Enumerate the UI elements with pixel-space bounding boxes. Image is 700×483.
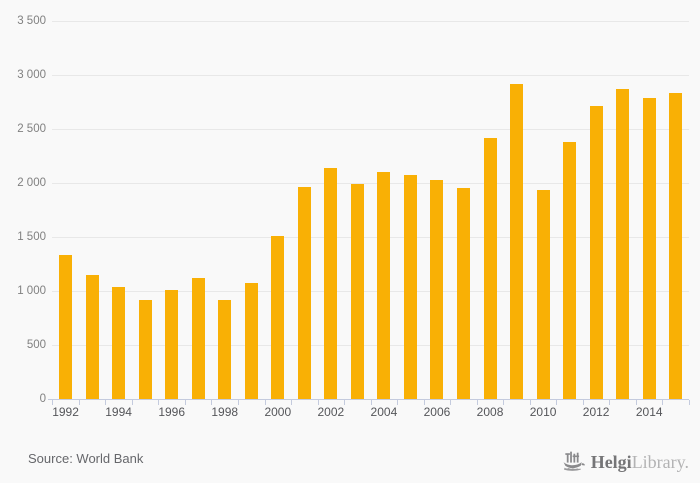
x-axis-tick bbox=[158, 400, 160, 405]
bar-1992[interactable] bbox=[59, 254, 73, 399]
bar-2015[interactable] bbox=[669, 92, 683, 399]
x-axis-tick bbox=[238, 400, 239, 405]
bar-1999[interactable] bbox=[244, 283, 258, 399]
x-axis-tick bbox=[105, 400, 107, 405]
y-axis-label-3500: 3 500 bbox=[17, 15, 46, 27]
y-axis-label-2500: 2 500 bbox=[17, 123, 46, 135]
y-axis-label-0: 0 bbox=[39, 393, 46, 405]
x-axis-label-1998: 1998 bbox=[211, 405, 239, 419]
x-axis-label-1994: 1994 bbox=[105, 405, 132, 419]
x-axis-tick bbox=[344, 400, 346, 405]
bar-2005[interactable] bbox=[403, 175, 417, 399]
gridline-1500 bbox=[52, 237, 689, 238]
x-axis-line bbox=[48, 399, 689, 400]
x-axis-label-2002: 2002 bbox=[317, 405, 345, 419]
x-axis-label-2008: 2008 bbox=[476, 405, 504, 419]
bar-1997[interactable] bbox=[191, 277, 205, 399]
x-axis-tick bbox=[317, 400, 319, 405]
gridline-1000 bbox=[52, 291, 689, 292]
helgi-ship-icon bbox=[562, 448, 587, 478]
bar-1995[interactable] bbox=[138, 300, 152, 399]
y-axis-label-1500: 1 500 bbox=[17, 231, 46, 243]
bar-2007[interactable] bbox=[457, 188, 470, 399]
bar-1996[interactable] bbox=[165, 290, 179, 399]
gridline-500 bbox=[52, 345, 689, 346]
x-axis-tick bbox=[476, 400, 478, 405]
gridline-2500 bbox=[52, 129, 689, 130]
gridline-3000 bbox=[52, 75, 689, 76]
x-axis-tick bbox=[582, 400, 584, 405]
x-axis-tick bbox=[450, 400, 452, 405]
x-axis-tick bbox=[529, 400, 531, 405]
bar-2004[interactable] bbox=[377, 171, 391, 399]
x-axis-label-2004: 2004 bbox=[370, 405, 398, 419]
x-axis-tick bbox=[556, 400, 558, 405]
gridline-2000 bbox=[52, 183, 689, 184]
bar-2009[interactable] bbox=[510, 83, 524, 399]
x-axis-tick bbox=[78, 400, 80, 405]
bar-2003[interactable] bbox=[350, 183, 364, 399]
bar-2008[interactable] bbox=[483, 137, 497, 399]
bar-1993[interactable] bbox=[85, 275, 99, 399]
x-axis-tick bbox=[131, 400, 133, 405]
bar-2000[interactable] bbox=[271, 236, 285, 399]
helgi-library-logo[interactable]: HelgiLibrary. bbox=[562, 445, 689, 478]
x-axis-tick bbox=[503, 400, 505, 405]
x-axis-label-2014: 2014 bbox=[635, 405, 663, 419]
source-note: Source: World Bank bbox=[28, 451, 144, 466]
logo-text-helgi: Helgi bbox=[590, 451, 632, 472]
x-axis-tick bbox=[609, 400, 611, 405]
x-axis-tick bbox=[184, 400, 186, 405]
x-axis-tick bbox=[211, 400, 213, 405]
logo-text-library: Library. bbox=[631, 451, 689, 472]
bar-2013[interactable] bbox=[616, 89, 630, 399]
x-axis-label-2006: 2006 bbox=[423, 405, 451, 419]
x-axis-tick bbox=[52, 400, 54, 405]
bar-2006[interactable] bbox=[430, 180, 444, 399]
bar-1998[interactable] bbox=[218, 299, 232, 399]
y-axis-label-500: 500 bbox=[26, 339, 46, 351]
x-axis-label-2012: 2012 bbox=[582, 405, 610, 419]
y-axis-label-3000: 3 000 bbox=[17, 69, 46, 81]
x-axis-tick bbox=[423, 400, 425, 405]
y-axis-label-2000: 2 000 bbox=[17, 177, 46, 189]
x-axis-label-2000: 2000 bbox=[264, 405, 292, 419]
bar-2011[interactable] bbox=[563, 141, 577, 399]
x-axis-tick bbox=[689, 400, 690, 405]
bar-2014[interactable] bbox=[642, 97, 656, 399]
bar-2010[interactable] bbox=[536, 190, 550, 399]
y-axis-label-1000: 1 000 bbox=[17, 285, 46, 297]
bar-2002[interactable] bbox=[324, 167, 338, 399]
logo-wordmark: HelgiLibrary. bbox=[591, 449, 689, 475]
bar-2001[interactable] bbox=[297, 187, 311, 399]
x-axis-tick bbox=[662, 400, 664, 405]
x-axis-label-1992: 1992 bbox=[52, 405, 79, 419]
x-axis-label-1996: 1996 bbox=[158, 405, 186, 419]
x-axis-tick bbox=[370, 400, 372, 405]
x-axis-tick bbox=[635, 400, 637, 405]
gridline-3500 bbox=[52, 21, 689, 22]
bar-1994[interactable] bbox=[112, 287, 126, 399]
x-axis-tick bbox=[397, 400, 399, 405]
x-axis-tick bbox=[264, 400, 266, 405]
x-axis-tick bbox=[291, 400, 293, 405]
x-axis-label-2010: 2010 bbox=[529, 405, 557, 419]
bar-2012[interactable] bbox=[589, 105, 603, 399]
